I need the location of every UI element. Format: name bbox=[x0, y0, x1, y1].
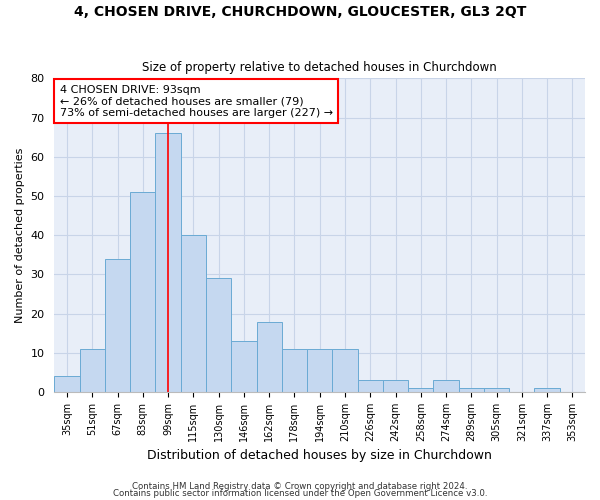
Bar bbox=[80, 349, 105, 392]
Bar bbox=[282, 349, 307, 392]
Bar bbox=[181, 236, 206, 392]
X-axis label: Distribution of detached houses by size in Churchdown: Distribution of detached houses by size … bbox=[147, 450, 492, 462]
Bar bbox=[383, 380, 408, 392]
Y-axis label: Number of detached properties: Number of detached properties bbox=[15, 148, 25, 323]
Text: 4, CHOSEN DRIVE, CHURCHDOWN, GLOUCESTER, GL3 2QT: 4, CHOSEN DRIVE, CHURCHDOWN, GLOUCESTER,… bbox=[74, 5, 526, 19]
Bar bbox=[55, 376, 80, 392]
Text: Contains public sector information licensed under the Open Government Licence v3: Contains public sector information licen… bbox=[113, 490, 487, 498]
Bar bbox=[130, 192, 155, 392]
Bar bbox=[458, 388, 484, 392]
Bar bbox=[105, 259, 130, 392]
Bar bbox=[433, 380, 458, 392]
Bar bbox=[231, 341, 257, 392]
Bar bbox=[257, 322, 282, 392]
Bar bbox=[307, 349, 332, 392]
Text: 4 CHOSEN DRIVE: 93sqm
← 26% of detached houses are smaller (79)
73% of semi-deta: 4 CHOSEN DRIVE: 93sqm ← 26% of detached … bbox=[60, 84, 333, 118]
Bar bbox=[358, 380, 383, 392]
Bar bbox=[408, 388, 433, 392]
Title: Size of property relative to detached houses in Churchdown: Size of property relative to detached ho… bbox=[142, 62, 497, 74]
Bar bbox=[155, 134, 181, 392]
Text: Contains HM Land Registry data © Crown copyright and database right 2024.: Contains HM Land Registry data © Crown c… bbox=[132, 482, 468, 491]
Bar bbox=[332, 349, 358, 392]
Bar bbox=[206, 278, 231, 392]
Bar bbox=[484, 388, 509, 392]
Bar bbox=[535, 388, 560, 392]
